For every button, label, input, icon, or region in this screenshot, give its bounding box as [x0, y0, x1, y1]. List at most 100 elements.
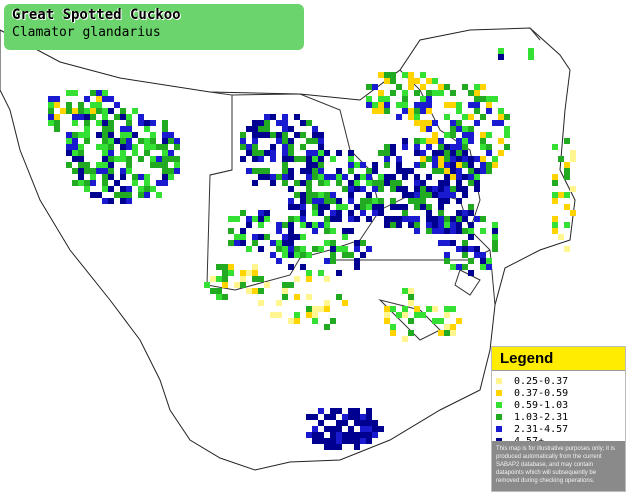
- sighting-cell: [390, 174, 396, 180]
- sighting-cell: [246, 288, 252, 294]
- sighting-cell: [342, 204, 348, 210]
- sighting-cell: [378, 204, 384, 210]
- legend-item: 0.37-0.59: [496, 387, 625, 399]
- sighting-cell: [450, 222, 456, 228]
- sighting-cell: [240, 276, 246, 282]
- sighting-cell: [258, 246, 264, 252]
- sighting-cell: [486, 150, 492, 156]
- sighting-cell: [414, 222, 420, 228]
- sighting-cell: [84, 168, 90, 174]
- sighting-cell: [324, 150, 330, 156]
- sighting-cell: [48, 102, 54, 108]
- sighting-cell: [120, 174, 126, 180]
- sighting-cell: [108, 120, 114, 126]
- sighting-cell: [282, 132, 288, 138]
- sighting-cell: [72, 108, 78, 114]
- sighting-cell: [432, 228, 438, 234]
- sighting-cell: [324, 306, 330, 312]
- sighting-cell: [318, 138, 324, 144]
- sighting-cell: [420, 84, 426, 90]
- sighting-cell: [174, 156, 180, 162]
- sighting-cell: [480, 138, 486, 144]
- sighting-cell: [384, 216, 390, 222]
- sighting-cell: [462, 186, 468, 192]
- sighting-cell: [156, 192, 162, 198]
- sighting-cell: [300, 144, 306, 150]
- sighting-cell: [120, 168, 126, 174]
- sighting-cell: [468, 132, 474, 138]
- sighting-cell: [324, 198, 330, 204]
- sighting-cell: [348, 150, 354, 156]
- sighting-cell: [390, 216, 396, 222]
- sighting-cell: [294, 192, 300, 198]
- sighting-cell: [246, 222, 252, 228]
- sighting-cell: [144, 138, 150, 144]
- sighting-cell: [450, 228, 456, 234]
- sighting-cell: [264, 168, 270, 174]
- sighting-cell: [366, 432, 372, 438]
- sighting-cell: [324, 216, 330, 222]
- sighting-cell: [168, 132, 174, 138]
- sighting-cell: [222, 282, 228, 288]
- sighting-cell: [336, 204, 342, 210]
- sighting-cell: [288, 228, 294, 234]
- sighting-cell: [402, 102, 408, 108]
- sighting-cell: [240, 228, 246, 234]
- sighting-cell: [108, 126, 114, 132]
- sighting-cell: [126, 168, 132, 174]
- sighting-cell: [480, 258, 486, 264]
- sighting-cell: [312, 204, 318, 210]
- sighting-cell: [378, 96, 384, 102]
- sighting-cell: [90, 90, 96, 96]
- sighting-cell: [288, 156, 294, 162]
- sighting-cell: [330, 192, 336, 198]
- sighting-cell: [252, 144, 258, 150]
- sighting-cell: [258, 120, 264, 126]
- sighting-cell: [564, 162, 570, 168]
- sighting-cell: [408, 198, 414, 204]
- sighting-cell: [426, 102, 432, 108]
- sighting-cell: [366, 102, 372, 108]
- sighting-cell: [120, 132, 126, 138]
- sighting-cell: [444, 306, 450, 312]
- sighting-cell: [246, 246, 252, 252]
- sighting-cell: [246, 270, 252, 276]
- sighting-cell: [450, 144, 456, 150]
- sighting-cell: [114, 138, 120, 144]
- sighting-cell: [60, 108, 66, 114]
- sighting-cell: [78, 180, 84, 186]
- sighting-cell: [258, 300, 264, 306]
- legend-swatch: [496, 414, 502, 420]
- sighting-cell: [240, 270, 246, 276]
- legend-item: 2.31-4.57: [496, 423, 625, 435]
- title-panel: Great Spotted Cuckoo Clamator glandarius: [4, 4, 304, 50]
- sighting-cell: [378, 186, 384, 192]
- sighting-cell: [102, 96, 108, 102]
- sighting-cell: [48, 120, 54, 126]
- sighting-cell: [432, 150, 438, 156]
- sighting-cell: [300, 168, 306, 174]
- sighting-cell: [270, 132, 276, 138]
- sighting-cell: [252, 240, 258, 246]
- sighting-cell: [366, 204, 372, 210]
- sighting-cell: [468, 174, 474, 180]
- sighting-cell: [78, 150, 84, 156]
- sighting-cell: [456, 318, 462, 324]
- sighting-cell: [300, 264, 306, 270]
- sighting-cell: [486, 144, 492, 150]
- sighting-cell: [372, 198, 378, 204]
- sighting-cell: [408, 192, 414, 198]
- sighting-cell: [288, 216, 294, 222]
- sighting-cell: [384, 174, 390, 180]
- sighting-cell: [354, 420, 360, 426]
- sighting-cell: [132, 180, 138, 186]
- sighting-cell: [300, 156, 306, 162]
- sighting-cell: [438, 138, 444, 144]
- sighting-cell: [402, 288, 408, 294]
- sighting-cell: [360, 240, 366, 246]
- sighting-cell: [282, 240, 288, 246]
- sighting-cell: [444, 114, 450, 120]
- sighting-cell: [312, 126, 318, 132]
- sighting-cell: [462, 264, 468, 270]
- sighting-cell: [414, 108, 420, 114]
